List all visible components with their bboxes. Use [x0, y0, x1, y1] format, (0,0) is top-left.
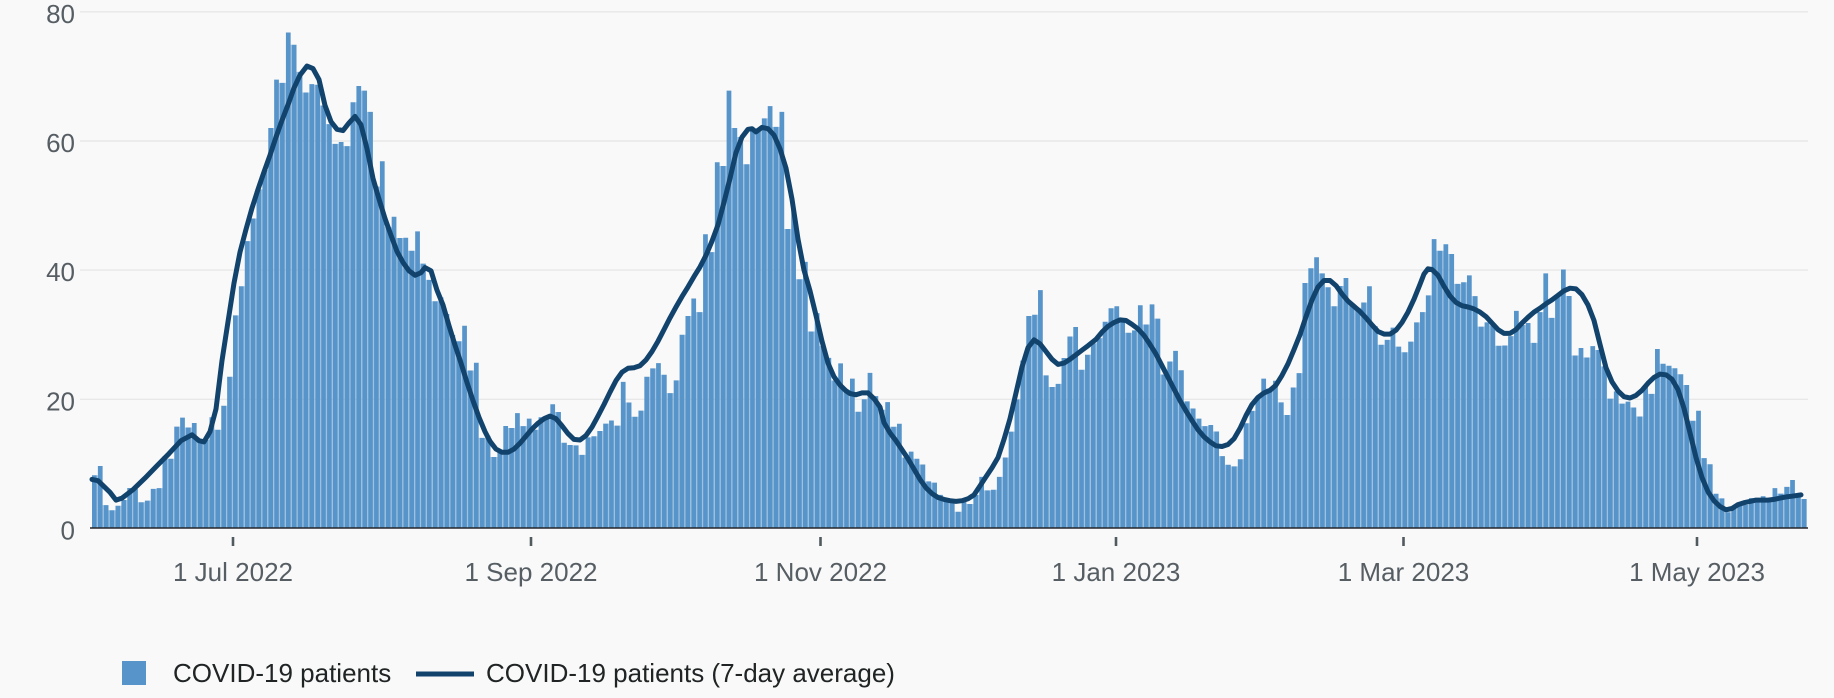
svg-text:40: 40 [46, 257, 75, 287]
svg-text:0: 0 [61, 516, 75, 546]
svg-text:1 May 2023: 1 May 2023 [1629, 557, 1765, 587]
svg-text:COVID-19 patients: COVID-19 patients [173, 658, 391, 688]
svg-text:1 Jul 2022: 1 Jul 2022 [173, 557, 293, 587]
svg-text:1 Sep 2022: 1 Sep 2022 [464, 557, 597, 587]
svg-text:60: 60 [46, 128, 75, 158]
svg-text:1 Jan 2023: 1 Jan 2023 [1052, 557, 1181, 587]
svg-text:1 Mar 2023: 1 Mar 2023 [1338, 557, 1470, 587]
svg-text:1 Nov 2022: 1 Nov 2022 [754, 557, 887, 587]
svg-text:COVID-19 patients (7-day avera: COVID-19 patients (7-day average) [486, 658, 895, 688]
svg-text:80: 80 [46, 0, 75, 29]
svg-text:20: 20 [46, 386, 75, 416]
